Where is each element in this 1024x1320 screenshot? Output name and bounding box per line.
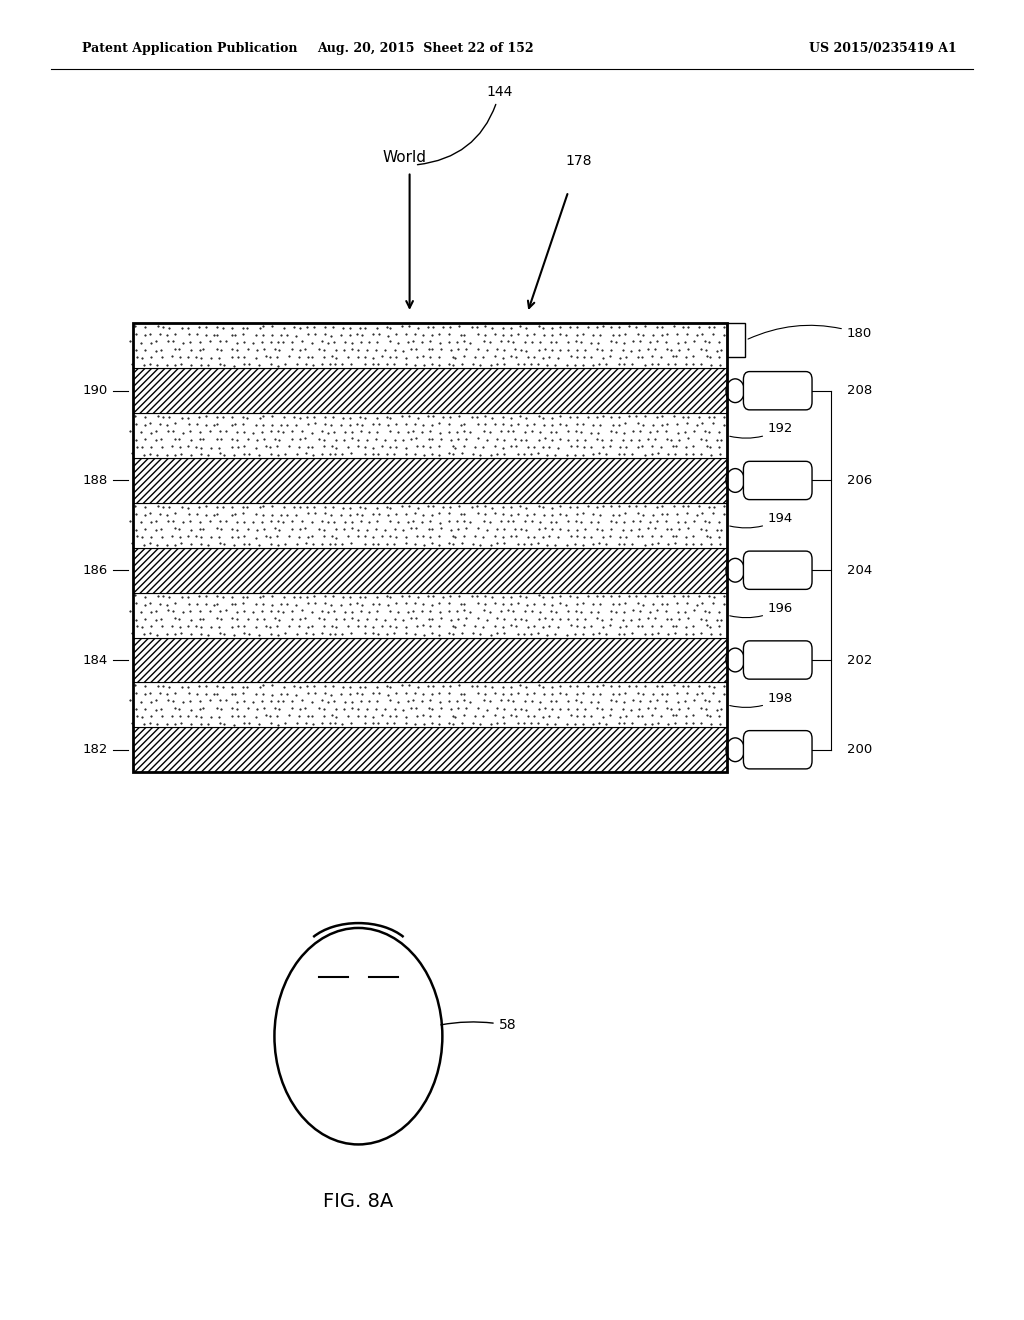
FancyBboxPatch shape <box>743 642 812 678</box>
Text: 208: 208 <box>847 384 872 397</box>
Text: 194: 194 <box>730 512 794 528</box>
Bar <box>133 638 727 682</box>
Text: 206: 206 <box>847 474 872 487</box>
Bar <box>133 593 727 638</box>
Circle shape <box>726 738 744 762</box>
Bar <box>133 682 727 727</box>
Text: Patent Application Publication: Patent Application Publication <box>82 42 297 55</box>
Bar <box>727 323 745 356</box>
FancyBboxPatch shape <box>743 552 812 589</box>
Text: 198: 198 <box>730 692 794 708</box>
Text: 192: 192 <box>730 422 794 438</box>
Text: 186: 186 <box>82 564 108 577</box>
Text: 196: 196 <box>730 602 794 618</box>
Bar <box>133 413 727 458</box>
Bar <box>133 368 727 413</box>
FancyBboxPatch shape <box>743 371 812 409</box>
Text: 184: 184 <box>82 653 108 667</box>
Bar <box>133 727 727 772</box>
Circle shape <box>726 469 744 492</box>
Bar <box>133 323 727 368</box>
FancyBboxPatch shape <box>743 731 812 768</box>
Circle shape <box>726 558 744 582</box>
Circle shape <box>726 379 744 403</box>
Text: 188: 188 <box>82 474 108 487</box>
Bar <box>133 503 727 548</box>
Text: 182: 182 <box>82 743 108 756</box>
Text: 144: 144 <box>418 84 513 165</box>
Text: 202: 202 <box>847 653 872 667</box>
Text: 204: 204 <box>847 564 872 577</box>
Text: 178: 178 <box>565 153 592 168</box>
Bar <box>133 323 727 772</box>
Text: 58: 58 <box>441 1018 516 1032</box>
Bar <box>133 458 727 503</box>
Circle shape <box>726 648 744 672</box>
Text: World: World <box>383 150 426 165</box>
Text: FIG. 8A: FIG. 8A <box>324 1192 393 1210</box>
Text: 190: 190 <box>82 384 108 397</box>
Bar <box>133 548 727 593</box>
Text: 180: 180 <box>748 325 872 341</box>
Text: 200: 200 <box>847 743 872 756</box>
Text: US 2015/0235419 A1: US 2015/0235419 A1 <box>809 42 956 55</box>
FancyBboxPatch shape <box>743 461 812 499</box>
Text: Aug. 20, 2015  Sheet 22 of 152: Aug. 20, 2015 Sheet 22 of 152 <box>316 42 534 55</box>
